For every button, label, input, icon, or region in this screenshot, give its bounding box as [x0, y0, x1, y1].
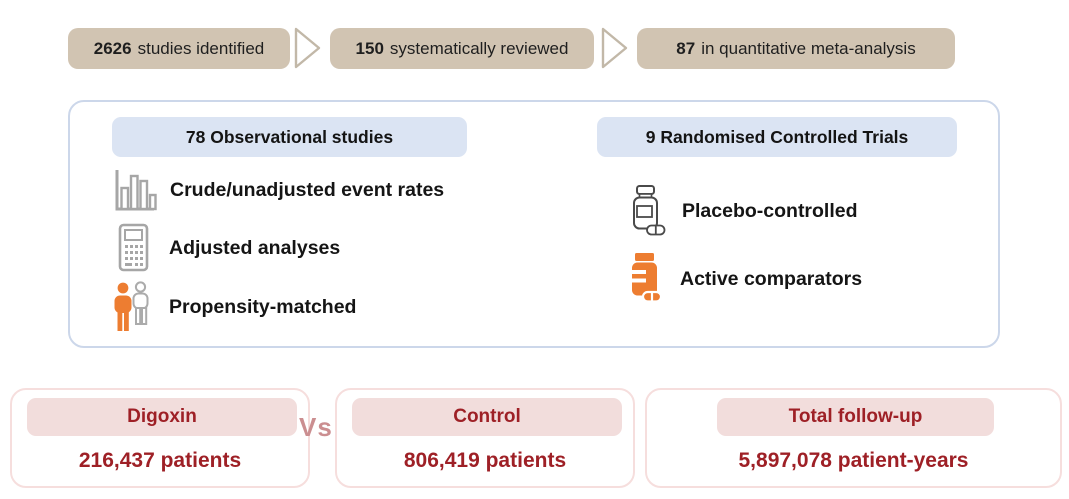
list-item-adjusted: Adjusted analyses	[110, 220, 340, 276]
list-item-label: Placebo-controlled	[682, 199, 858, 222]
pill-bottle-filled-icon	[625, 251, 667, 307]
flow-step-count: 2626	[93, 38, 132, 58]
list-item-crude-rates: Crude/unadjusted event rates	[110, 164, 444, 216]
flow-step-identified: 2626 studies identified	[68, 28, 290, 69]
list-item-placebo: Placebo-controlled	[625, 182, 858, 240]
digoxin-card: Digoxin 216,437 patients	[10, 388, 310, 488]
flow-step-count: 150	[355, 38, 384, 58]
list-item-propensity: Propensity-matched	[110, 278, 356, 336]
control-card-value: 806,419 patients	[403, 449, 567, 472]
observational-studies-header: 78 Observational studies	[112, 117, 467, 157]
flow-step-label: studies identified	[137, 38, 265, 58]
list-item-label: Crude/unadjusted event rates	[170, 178, 445, 201]
list-item-label: Adjusted analyses	[169, 236, 341, 259]
flow-step-reviewed: 150 systematically reviewed	[330, 28, 594, 69]
calculator-icon	[110, 222, 156, 274]
total-followup-card: Total follow-up 5,897,078 patient-years	[645, 388, 1062, 488]
flow-step-label: systematically reviewed	[389, 38, 569, 58]
rct-header: 9 Randomised Controlled Trials	[597, 117, 957, 157]
list-item-label: Active comparators	[680, 267, 863, 290]
flow-step-meta-analysis: 87 in quantitative meta-analysis	[637, 28, 955, 69]
chevron-right-icon	[601, 27, 628, 69]
total-followup-card-title: Total follow-up	[717, 398, 994, 436]
bar-chart-icon	[110, 167, 157, 214]
total-followup-card-value: 5,897,078 patient-years	[738, 449, 969, 472]
studies-panel: 78 Observational studies 9 Randomised Co…	[68, 100, 1000, 348]
people-icon	[110, 279, 156, 335]
control-card-title: Control	[352, 398, 622, 436]
flow-step-count: 87	[676, 38, 696, 58]
digoxin-card-title: Digoxin	[27, 398, 297, 436]
chevron-right-icon	[294, 27, 321, 69]
digoxin-card-value: 216,437 patients	[78, 449, 242, 472]
list-item-label: Propensity-matched	[169, 295, 357, 318]
control-card: Control 806,419 patients	[335, 388, 635, 488]
list-item-active-comparators: Active comparators	[625, 250, 862, 308]
flow-step-label: in quantitative meta-analysis	[701, 38, 916, 58]
pill-bottle-outline-icon	[625, 183, 669, 239]
vs-label: Vs	[299, 412, 333, 442]
